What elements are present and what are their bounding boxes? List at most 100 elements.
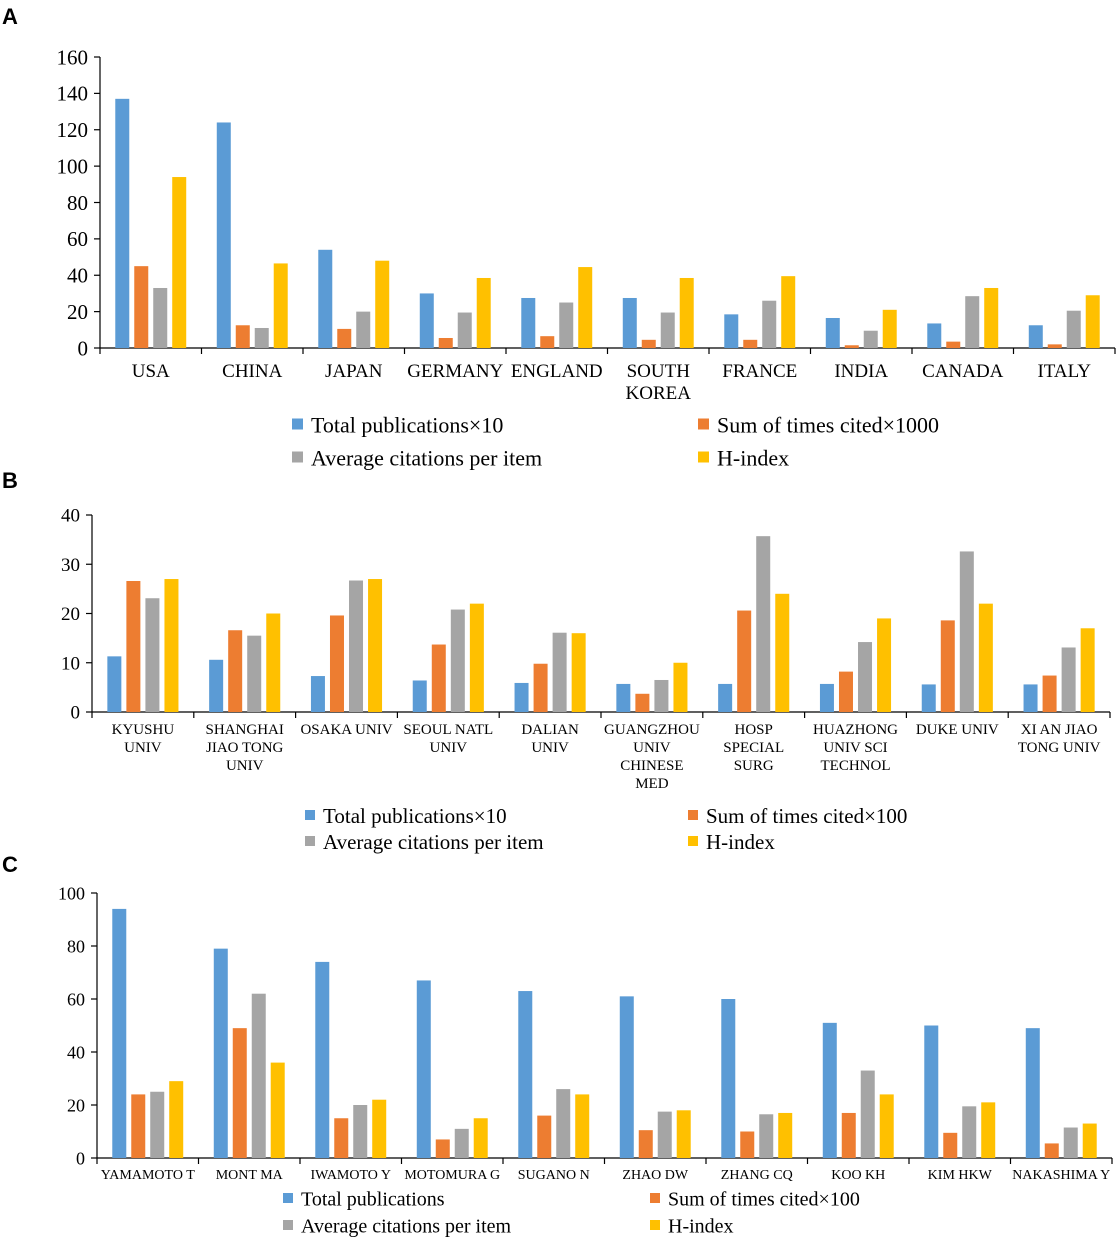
bar bbox=[251, 993, 266, 1158]
bar bbox=[134, 266, 149, 348]
bar bbox=[232, 1028, 247, 1158]
x-tick-label: ZHANG CQ bbox=[721, 1168, 793, 1183]
y-tick-label: 100 bbox=[58, 883, 85, 903]
x-tick-label: USA bbox=[132, 361, 170, 382]
y-tick-label: 120 bbox=[57, 118, 89, 142]
y-tick-label: 80 bbox=[67, 936, 85, 956]
x-tick-label: JAPAN bbox=[325, 361, 383, 382]
bar bbox=[571, 633, 586, 712]
bar bbox=[1023, 684, 1038, 712]
bar bbox=[1085, 295, 1100, 348]
legend-label: Total publications bbox=[301, 1189, 445, 1211]
bar bbox=[743, 339, 758, 348]
legend-swatch bbox=[698, 418, 709, 430]
bar bbox=[1082, 1123, 1097, 1158]
bar bbox=[247, 635, 262, 712]
bar bbox=[1080, 628, 1095, 712]
bar bbox=[778, 1112, 793, 1158]
bar bbox=[270, 1062, 285, 1158]
y-tick-label: 30 bbox=[61, 555, 80, 576]
x-tick-label: IWAMOTO Y bbox=[311, 1168, 392, 1183]
bar bbox=[635, 693, 650, 712]
y-tick-label: 20 bbox=[67, 1095, 85, 1115]
x-tick-label: SUGANO N bbox=[518, 1168, 590, 1183]
x-tick-label: ENGLAND bbox=[511, 361, 603, 382]
bar bbox=[431, 644, 446, 712]
chart-c: 0 20 40 60 80 100 YAMAMOTO T MONT MA IWAMOTO Y MO… bbox=[58, 883, 1113, 1238]
legend-swatch bbox=[688, 810, 698, 820]
bar bbox=[1044, 1143, 1059, 1158]
bar bbox=[962, 1106, 977, 1158]
bar bbox=[514, 682, 529, 712]
bar bbox=[841, 1112, 856, 1158]
bar bbox=[943, 1132, 958, 1158]
bar bbox=[762, 300, 777, 348]
legend-swatch bbox=[283, 1193, 293, 1203]
bar bbox=[356, 311, 371, 348]
x-tick-label: GERMANY bbox=[407, 361, 503, 382]
y-tick-label: 40 bbox=[67, 264, 88, 288]
bar bbox=[860, 1070, 875, 1158]
legend-label: H-index bbox=[668, 1216, 734, 1238]
bar bbox=[556, 1089, 571, 1158]
x-tick-label: ZHAO DW bbox=[622, 1168, 688, 1183]
bar bbox=[673, 662, 688, 712]
bar bbox=[619, 996, 634, 1158]
bar bbox=[724, 314, 739, 348]
bar bbox=[657, 1111, 672, 1158]
y-tick-label: 20 bbox=[67, 300, 88, 324]
x-tick-label: INDIA bbox=[834, 361, 888, 382]
bar bbox=[349, 580, 364, 712]
x-tick-label: KYUSHU UNIV bbox=[112, 722, 175, 756]
bar bbox=[172, 177, 187, 348]
bar bbox=[450, 609, 465, 712]
panel-letter-b: B bbox=[2, 468, 18, 493]
bar bbox=[1061, 647, 1076, 712]
x-tick-label: KIM HKW bbox=[928, 1168, 993, 1183]
bar bbox=[476, 277, 491, 348]
y-tick-label: 160 bbox=[57, 45, 89, 69]
legend-swatch bbox=[292, 418, 303, 430]
bar bbox=[473, 1118, 488, 1158]
legend-label: Sum of times cited×100 bbox=[706, 804, 907, 828]
bar bbox=[521, 297, 536, 348]
bar bbox=[416, 980, 431, 1158]
y-tick-label: 140 bbox=[57, 82, 89, 106]
bar bbox=[438, 337, 453, 348]
bar bbox=[315, 961, 330, 1158]
bar bbox=[819, 683, 834, 712]
x-tick-label: MOTOMURA G bbox=[404, 1168, 500, 1183]
bar bbox=[737, 610, 752, 712]
y-tick-label: 0 bbox=[71, 703, 81, 724]
bar bbox=[273, 263, 288, 348]
x-tick-label: YAMAMOTO T bbox=[101, 1168, 195, 1183]
bar bbox=[126, 580, 141, 712]
bar bbox=[329, 615, 344, 712]
y-tick-label: 40 bbox=[67, 1042, 85, 1062]
bar bbox=[921, 684, 936, 712]
bar bbox=[946, 341, 961, 348]
legend-swatch bbox=[305, 836, 315, 846]
bar bbox=[145, 598, 160, 712]
x-tick-label: XI AN JIAO TONG UNIV bbox=[1018, 722, 1101, 756]
legend-label: Average citations per item bbox=[301, 1216, 512, 1238]
bar bbox=[879, 1094, 894, 1158]
bar bbox=[759, 1114, 774, 1158]
bar bbox=[533, 663, 548, 712]
bar bbox=[435, 1139, 450, 1158]
bar bbox=[412, 680, 427, 712]
bar bbox=[882, 309, 897, 348]
bar bbox=[334, 1118, 349, 1158]
y-tick-label: 10 bbox=[61, 653, 80, 674]
x-tick-label: GUANGZHOU UNIV CHINESE MED bbox=[604, 722, 700, 792]
bar bbox=[616, 683, 631, 712]
x-tick-label: HOSP SPECIAL SURG bbox=[723, 722, 784, 774]
legend-swatch bbox=[688, 836, 698, 846]
x-tick-label: HUAZHONG UNIV SCI TECHNOL bbox=[813, 722, 898, 774]
bar bbox=[164, 579, 179, 712]
bar bbox=[518, 991, 533, 1158]
bar bbox=[679, 277, 694, 348]
bar bbox=[375, 260, 390, 348]
bar bbox=[660, 312, 675, 348]
bar bbox=[318, 249, 333, 348]
